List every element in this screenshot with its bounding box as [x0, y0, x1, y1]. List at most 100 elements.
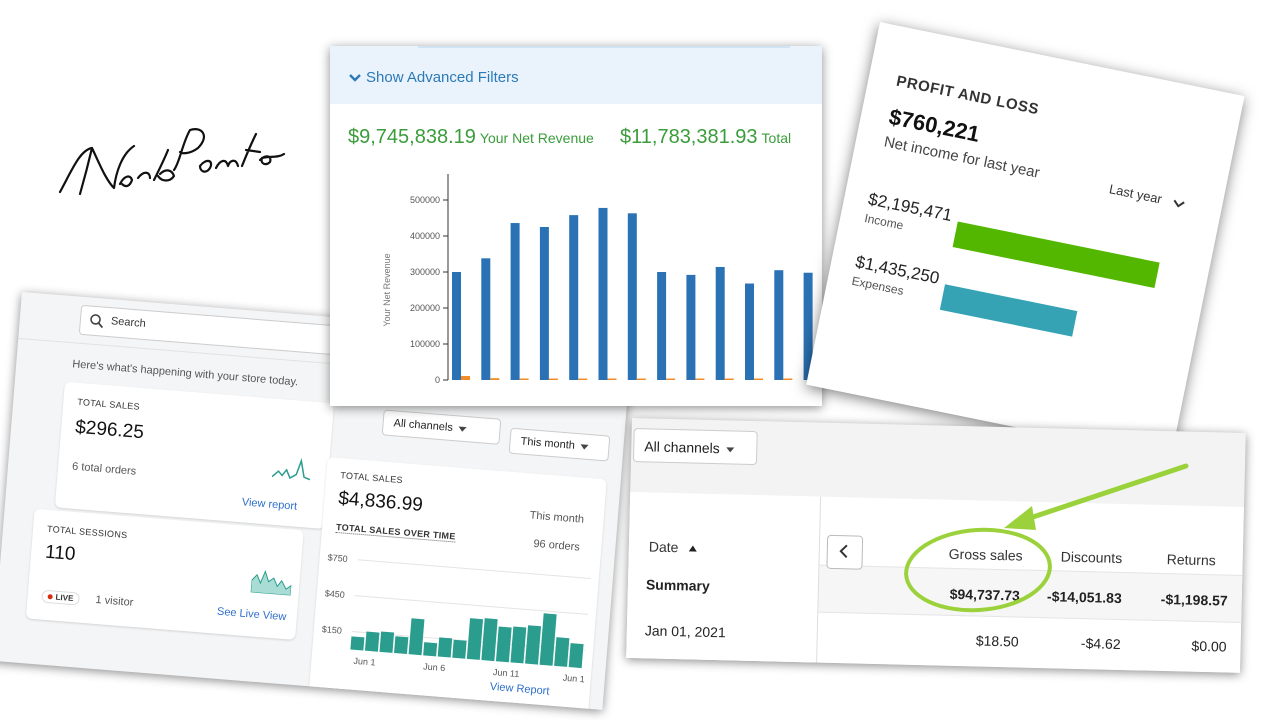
secondary-bar: [695, 378, 705, 380]
sales-bar: [481, 618, 498, 662]
revenue-bar: [510, 223, 520, 380]
channels-dropdown[interactable]: All channels: [381, 409, 502, 445]
y-tick-label: 400000: [410, 231, 440, 241]
sales-orders: 96 orders: [532, 537, 581, 554]
period-selector[interactable]: Last year: [1108, 181, 1187, 211]
gross-sales-header[interactable]: Gross sales: [948, 545, 1023, 564]
chevron-down-icon: [349, 74, 361, 82]
sales-bar: [437, 637, 453, 658]
x-tick-label: Jun 1: [353, 656, 376, 668]
revenue-bar: [657, 272, 667, 380]
previous-page-button[interactable]: [826, 534, 864, 570]
y-tick-label: $450: [324, 588, 345, 600]
y-tick-label: 200000: [410, 303, 440, 313]
see-live-view-link[interactable]: See Live View: [216, 605, 287, 624]
revenue-bar: [598, 207, 608, 380]
y-tick-label: $750: [327, 552, 348, 564]
sales-report-table-card: All channels Date Gross sales Discounts …: [626, 418, 1246, 673]
visitor-count: 1 visitor: [95, 593, 134, 609]
channels-dropdown[interactable]: All channels: [632, 428, 758, 466]
row-discounts: -$14,051.83: [1046, 588, 1122, 607]
search-placeholder: Search: [110, 315, 147, 331]
search-input[interactable]: Search: [78, 304, 353, 357]
y-tick-label: 300000: [410, 267, 440, 277]
sales-bar: [568, 643, 584, 669]
period-dropdown[interactable]: This month: [508, 427, 611, 462]
discounts-header[interactable]: Discounts: [1060, 548, 1123, 567]
signature: [58, 128, 286, 196]
revenue-bar: [481, 258, 491, 380]
total-orders: 6 total orders: [71, 460, 137, 478]
channels-dropdown-label: All channels: [644, 438, 720, 457]
show-advanced-filters-toggle[interactable]: Show Advanced Filters: [348, 69, 519, 86]
sales-bar: [350, 636, 365, 651]
chevron-down-icon: [725, 447, 734, 453]
view-report-link[interactable]: View report: [241, 496, 298, 513]
grid-line: [357, 559, 591, 580]
revenue-bar: [539, 227, 549, 380]
x-tick-label: Jun 1: [562, 673, 585, 685]
secondary-bar: [578, 378, 588, 380]
secondary-bar: [490, 378, 500, 380]
sales-bar: [495, 626, 512, 663]
sales-bar: [379, 631, 395, 653]
period-label: Last year: [1107, 181, 1164, 207]
revenue-bar: [774, 270, 784, 380]
revenue-bar: [745, 283, 754, 380]
sales-caption: TOTAL SALES: [339, 470, 404, 486]
y-tick-label: 0: [435, 375, 440, 385]
revenue-bar: [686, 274, 696, 380]
chevron-down-icon: [1173, 199, 1185, 208]
secondary-bar: [754, 378, 763, 380]
total-sales-over-time-tile: TOTAL SALES $4,836.99 This month 96 orde…: [308, 457, 607, 710]
sales-bar: [364, 631, 380, 652]
secondary-bar: [461, 376, 470, 380]
live-badge: LIVE: [41, 589, 80, 606]
row-gross: $18.50: [975, 632, 1019, 650]
revenue-bar: [715, 266, 725, 380]
search-icon: [90, 314, 104, 329]
period-dropdown-label: This month: [520, 435, 576, 452]
revenue-chart-card: Show Advanced Filters $9,745,838.19 Your …: [330, 46, 822, 406]
sales-bar: [423, 642, 438, 657]
top-bar: Search: [18, 292, 633, 388]
total-sessions-value: 110: [44, 541, 77, 566]
profit-and-loss-card: PROFIT AND LOSS $760,221 Net income for …: [806, 22, 1245, 459]
y-axis-label: Your Net Revenue: [382, 253, 392, 326]
channels-dropdown-label: All channels: [393, 417, 454, 434]
row-gross: $94,737.73: [949, 585, 1020, 604]
sales-bar: [510, 626, 527, 664]
x-tick-label: Jun 6: [423, 661, 446, 673]
sales-bar: [525, 625, 542, 665]
secondary-bar: [666, 378, 676, 380]
sales-period: This month: [529, 509, 585, 526]
y-tick-label: 100000: [410, 339, 440, 349]
store-dashboard-card: Search Here's what's happening with your…: [0, 292, 633, 710]
revenue-bar: [569, 215, 579, 380]
tab-indicator: [418, 46, 790, 48]
row-date: Summary: [645, 576, 710, 594]
secondary-bar: [636, 378, 646, 380]
live-dot-icon: [47, 594, 53, 600]
income-bar: [952, 221, 1160, 289]
returns-header[interactable]: Returns: [1166, 551, 1216, 569]
filter-label: Show Advanced Filters: [366, 69, 519, 86]
total-revenue-label: Total: [761, 130, 792, 146]
total-sales-tile: TOTAL SALES $296.25 6 total orders View …: [54, 381, 335, 529]
table-body: Date Gross sales Discounts Returns Summa…: [626, 491, 1245, 673]
revenue-bar: [803, 272, 813, 380]
x-tick-label: Jun 11: [493, 667, 520, 679]
total-sales-value: $296.25: [74, 416, 145, 444]
row-discounts: -$4.62: [1080, 635, 1121, 653]
sales-value: $4,836.99: [337, 488, 424, 516]
row-date: Jan 01, 2021: [644, 622, 726, 641]
secondary-bar: [783, 378, 793, 380]
grid-line: [354, 595, 589, 615]
sessions-sparkline: [250, 569, 292, 596]
welcome-text: Here's what's happening with your store …: [71, 358, 299, 389]
date-column-header[interactable]: Date: [649, 538, 699, 555]
y-tick-label: $150: [322, 624, 343, 636]
net-revenue-bar-chart: 500000 400000 300000 200000 100000 0 Your Net …: [382, 174, 822, 385]
total-revenue-value: $11,783,381.93: [620, 126, 758, 148]
chevron-down-icon: [580, 443, 590, 450]
